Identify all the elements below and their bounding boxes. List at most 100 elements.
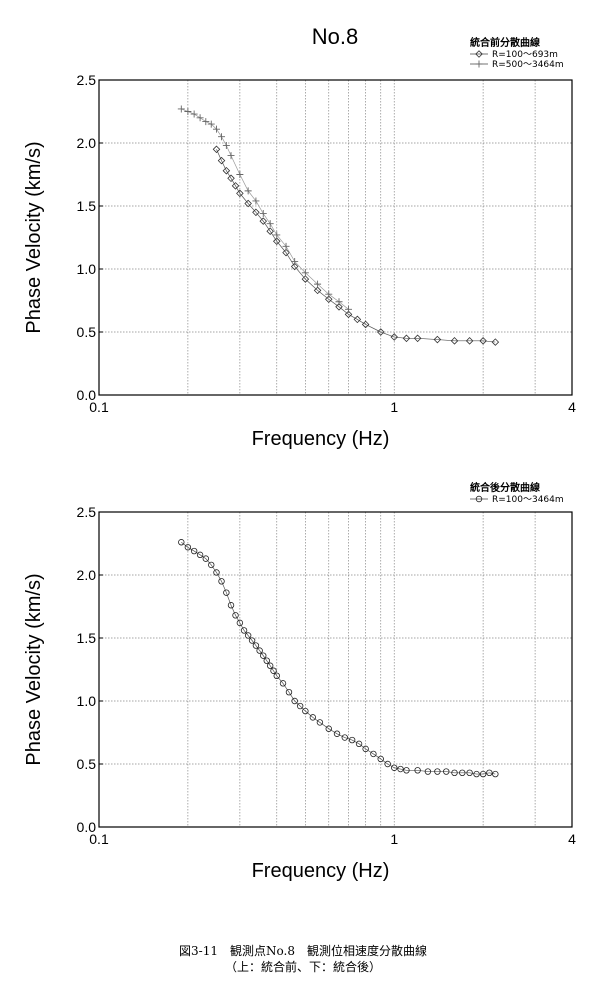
data-point <box>227 174 235 183</box>
data-point <box>217 156 226 165</box>
y-tick-label: 1.0 <box>77 693 97 709</box>
data-point <box>184 108 192 115</box>
data-point <box>256 647 263 654</box>
data-point <box>177 105 185 113</box>
data-point <box>377 755 384 763</box>
data-point <box>213 569 220 576</box>
data-point <box>236 171 244 178</box>
data-point <box>316 719 324 726</box>
data-point <box>324 295 333 304</box>
legend-title: 統合後分散曲線 <box>470 481 540 494</box>
data-point <box>450 337 459 345</box>
data-point <box>227 152 235 160</box>
data-point <box>402 334 411 343</box>
x-tick-label: 1 <box>390 831 398 847</box>
data-point <box>479 770 487 778</box>
data-point <box>313 286 322 295</box>
data-point <box>285 688 293 696</box>
data-point <box>345 305 353 313</box>
data-point <box>227 602 235 609</box>
data-point <box>244 632 252 639</box>
data-point <box>202 555 209 562</box>
series-group <box>212 145 500 346</box>
data-point <box>491 338 500 346</box>
data-point <box>240 627 248 634</box>
data-point <box>244 187 252 195</box>
data-point <box>414 767 421 774</box>
data-point <box>344 310 353 319</box>
data-point <box>433 335 442 344</box>
data-point <box>301 275 310 283</box>
data-point <box>335 298 343 306</box>
data-point <box>424 768 432 775</box>
data-point <box>212 145 221 154</box>
data-point <box>361 320 370 329</box>
data-point <box>282 242 290 250</box>
data-point <box>390 333 399 341</box>
y-tick-label: 0.0 <box>77 819 97 835</box>
series-group <box>178 539 499 778</box>
legend-label: R=100～3464m <box>492 495 564 505</box>
data-point <box>333 730 341 737</box>
y-axis-title: Phase Velocity (km/s) <box>23 141 45 333</box>
data-point <box>443 768 450 775</box>
data-point <box>413 334 422 343</box>
data-point <box>403 767 410 774</box>
y-tick-label: 0.5 <box>77 324 97 340</box>
data-point <box>223 589 230 596</box>
data-point <box>301 269 309 277</box>
data-point <box>202 118 210 126</box>
x-tick-label: 0.1 <box>89 399 109 415</box>
data-point <box>451 769 458 777</box>
plot-frame <box>98 79 573 396</box>
grid-lines <box>99 512 572 827</box>
data-point <box>263 657 270 664</box>
data-point <box>218 578 225 585</box>
series-line <box>216 149 496 343</box>
legend-label: R=500～3464m <box>492 60 564 70</box>
x-tick-label: 0.1 <box>89 831 109 847</box>
series-line <box>181 108 349 310</box>
data-point <box>190 547 198 555</box>
series-line <box>181 541 496 775</box>
data-point <box>486 769 493 777</box>
figure-caption-line2: （上：統合前、下：統合後） <box>224 960 381 974</box>
data-point <box>325 725 332 732</box>
data-point <box>248 637 256 644</box>
data-point <box>270 667 277 674</box>
plot-frame <box>98 511 573 828</box>
data-point <box>370 750 377 758</box>
data-point <box>384 760 391 768</box>
legend-marker <box>475 50 483 58</box>
chart-after-integration: 0.0 0.5 1.0 1.5 2.0 2.5 0.1 1 4 Frequency (Hz) Pha… <box>23 481 576 882</box>
legend-marker <box>475 495 483 503</box>
data-point <box>459 769 466 777</box>
data-point <box>492 770 499 778</box>
data-point <box>291 697 298 705</box>
data-point <box>266 227 274 235</box>
data-point <box>207 120 215 128</box>
data-point <box>266 662 274 669</box>
data-point <box>259 217 268 225</box>
data-point <box>236 189 244 198</box>
data-point <box>184 544 192 551</box>
data-point <box>273 231 281 239</box>
data-point <box>273 672 280 679</box>
data-point <box>291 257 299 265</box>
data-point <box>236 619 244 627</box>
data-point <box>290 262 299 271</box>
y-tick-label: 1.0 <box>77 261 97 277</box>
y-tick-label: 0.0 <box>77 387 97 403</box>
data-point <box>479 337 487 345</box>
data-point <box>314 280 322 288</box>
data-point <box>362 745 369 753</box>
data-point <box>231 182 240 190</box>
data-point <box>279 680 287 687</box>
data-point <box>260 652 267 659</box>
data-point <box>218 133 226 141</box>
y-tick-label: 1.5 <box>77 198 97 214</box>
data-point <box>473 770 480 778</box>
data-point <box>309 714 317 721</box>
